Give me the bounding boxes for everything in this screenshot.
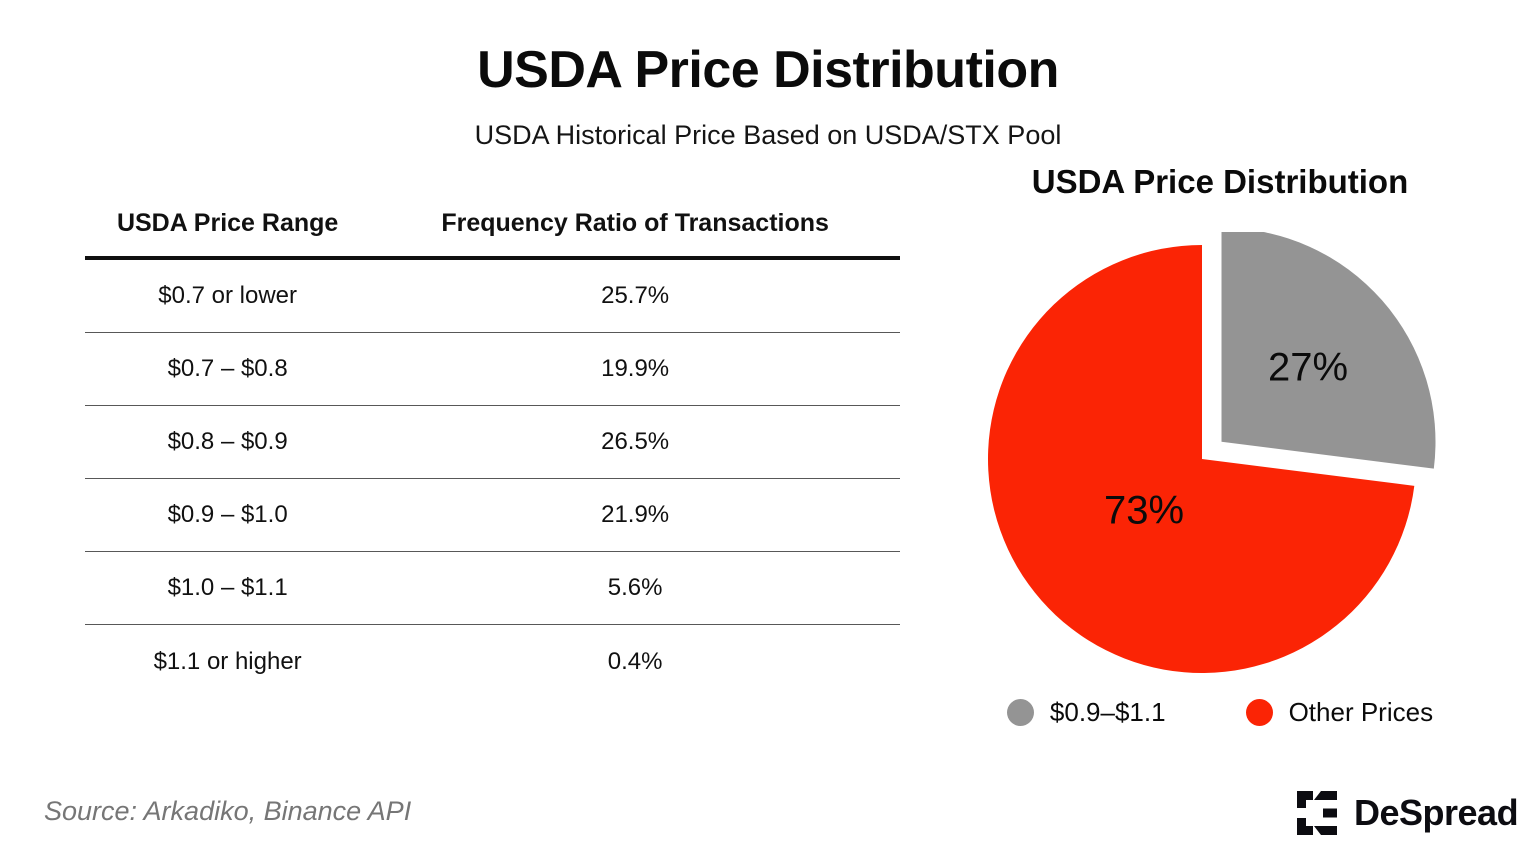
header: USDA Price Distribution USDA Historical … — [0, 40, 1536, 151]
table-body: $0.7 or lower 25.7% $0.7 – $0.8 19.9% $0.8 –… — [85, 260, 900, 698]
pie-slice-label-red: 73% — [1103, 488, 1185, 533]
price-range-cell: $0.9 – $1.0 — [167, 501, 288, 528]
price-range-cell: $0.8 – $0.9 — [167, 428, 288, 455]
legend-item-gray: $0.9–$1.1 — [1006, 696, 1166, 728]
frequency-cell: 25.7% — [601, 282, 670, 309]
table-row: $0.8 – $0.9 26.5% — [85, 406, 900, 479]
frequency-cell: 26.5% — [601, 428, 670, 455]
table-row: $0.7 – $0.8 19.9% — [85, 333, 900, 406]
price-range-cell: $0.7 or lower — [158, 282, 297, 309]
pie-slice-label-gray: 27% — [1267, 345, 1349, 390]
pie-slice-1 — [988, 245, 1415, 673]
legend-label-red: Other Prices — [1288, 696, 1434, 727]
pie-chart-svg — [988, 232, 1436, 673]
frequency-cell: 19.9% — [601, 355, 670, 382]
brand-name: DeSpread — [1354, 792, 1519, 833]
legend-dot-red-icon — [1245, 698, 1273, 726]
legend-label-gray: $0.9–$1.1 — [1049, 696, 1166, 727]
pie-chart: 27% 73% — [975, 232, 1445, 692]
table-row: $1.0 – $1.1 5.6% — [85, 552, 900, 625]
price-range-cell: $0.7 – $0.8 — [167, 355, 288, 382]
price-range-cell: $1.0 – $1.1 — [167, 574, 288, 601]
pie-chart-title: USDA Price Distribution — [1031, 163, 1409, 200]
brand-logo: DeSpread — [1297, 789, 1519, 837]
despread-logo-icon — [1297, 791, 1337, 835]
frequency-cell: 21.9% — [601, 501, 670, 528]
legend-dot-gray-icon — [1006, 698, 1034, 726]
pie-legend: $0.9–$1.1 Other Prices — [960, 688, 1480, 736]
legend-item-red: Other Prices — [1245, 696, 1434, 728]
pie-slice-0 — [1221, 232, 1436, 469]
frequency-cell: 5.6% — [607, 574, 663, 601]
table-header-row: USDA Price Range Frequency Ratio of Tran… — [85, 190, 900, 260]
table-row: $0.7 or lower 25.7% — [85, 260, 900, 333]
column-header-price-range: USDA Price Range — [116, 208, 339, 237]
price-table: USDA Price Range Frequency Ratio of Tran… — [85, 190, 900, 698]
price-range-cell: $1.1 or higher — [153, 647, 302, 675]
table-row: $0.9 – $1.0 21.9% — [85, 479, 900, 552]
table-row: $1.1 or higher 0.4% — [85, 625, 900, 698]
source-note: Source: Arkadiko, Binance API — [44, 796, 412, 826]
column-header-frequency: Frequency Ratio of Transactions — [441, 208, 829, 237]
frequency-cell: 0.4% — [607, 647, 663, 675]
page-subtitle: USDA Historical Price Based on USDA/STX … — [474, 120, 1062, 150]
page-title: USDA Price Distribution — [477, 41, 1059, 99]
